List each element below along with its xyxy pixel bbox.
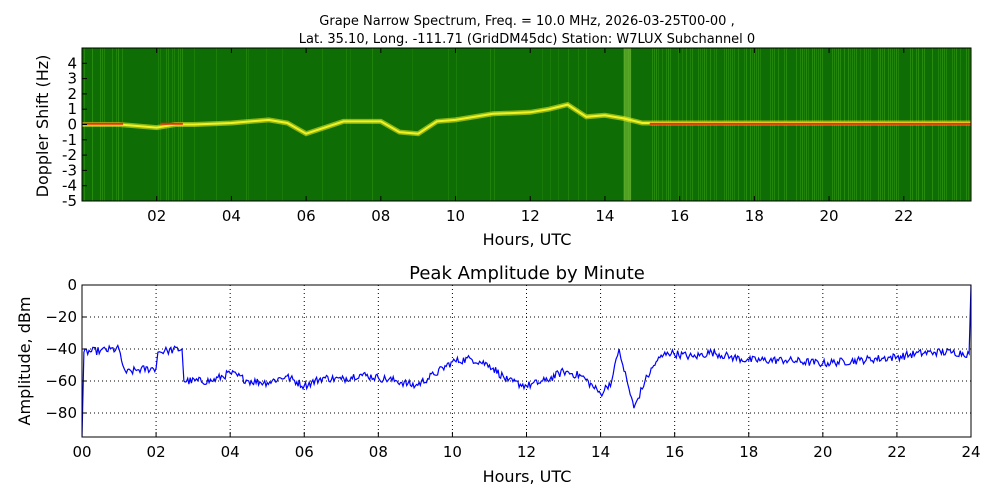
spectrogram-y-tick-label: 2 [67, 85, 77, 103]
spectrogram-noise-stripe [346, 48, 347, 201]
amplitude-x-tick-label: 18 [739, 443, 758, 461]
amplitude-y-tick-label: −40 [45, 340, 77, 358]
amplitude-y-tick-label: −60 [45, 372, 77, 390]
spectrogram-noise-stripe [158, 48, 159, 201]
spectrogram-y-tick-label: 4 [67, 54, 77, 72]
amplitude-panel: Peak Amplitude by Minute 00 02 04 06 08 10 12 1… [15, 263, 981, 486]
spectrogram-noise-band [623, 48, 632, 201]
spectrogram-noise-stripe [490, 48, 491, 201]
spectrogram-x-tick-label: 12 [521, 207, 540, 225]
amplitude-y-tick-label: −20 [45, 308, 77, 326]
figure-title-line1: Grape Narrow Spectrum, Freq. = 10.0 MHz,… [319, 14, 734, 29]
spectrogram-noise-stripe [372, 48, 373, 201]
amplitude-series-layer [82, 285, 971, 437]
spectrogram-noise-stripe [586, 48, 587, 201]
amplitude-y-ticks: 0 −20 −40 −60 −80 [45, 276, 87, 422]
amplitude-x-axis-label: Hours, UTC [483, 467, 572, 486]
spectrogram-y-tick-label: 1 [67, 100, 77, 118]
spectrogram-noise-stripe [550, 48, 551, 201]
amplitude-y-tick-label: −80 [45, 404, 77, 422]
spectrogram-noise-stripe [448, 48, 449, 201]
spectrogram-noise-stripe [350, 48, 351, 201]
spectrogram-noise-stripe [578, 48, 579, 201]
spectrogram-x-tick-label: 14 [595, 207, 614, 225]
spectrogram-y-tick-label: -4 [62, 177, 77, 195]
spectrogram-noise-stripe [558, 48, 559, 201]
spectrogram-noise-stripe [542, 48, 543, 201]
amplitude-x-tick-label: 14 [591, 443, 610, 461]
amplitude-x-tick-label: 00 [72, 443, 91, 461]
amplitude-x-tick-label: 24 [961, 443, 980, 461]
doppler-trace-layer [82, 101, 971, 137]
spectrogram-x-tick-label: 16 [670, 207, 689, 225]
spectrogram-noise-stripe [456, 48, 457, 201]
spectrogram-x-tick-label: 18 [745, 207, 764, 225]
amplitude-x-tick-label: 04 [221, 443, 240, 461]
spectrogram-x-tick-label: 22 [894, 207, 913, 225]
amplitude-x-ticks: 00 02 04 06 08 10 12 14 16 18 20 22 24 [72, 432, 981, 461]
amplitude-x-tick-label: 10 [443, 443, 462, 461]
amplitude-x-tick-label: 08 [369, 443, 388, 461]
spectrogram-y-tick-label: -3 [62, 161, 77, 179]
amplitude-x-tick-label: 12 [517, 443, 536, 461]
spectrogram-y-tick-label: -2 [62, 146, 77, 164]
spectrogram-noise-stripe [248, 48, 249, 201]
spectrogram-noise-stripe [266, 48, 267, 201]
amplitude-chart-title: Peak Amplitude by Minute [409, 263, 645, 284]
spectrogram-y-tick-label: 0 [67, 116, 77, 134]
spectrogram-x-tick-label: 06 [297, 207, 316, 225]
figure-title-line2: Lat. 35.10, Long. -111.71 (GridDM45dc) S… [299, 32, 755, 47]
spectrogram-noise-stripe [246, 48, 247, 201]
spectrogram-x-tick-label: 20 [820, 207, 839, 225]
spectrogram-y-tick-label: -5 [62, 192, 77, 210]
amplitude-x-tick-label: 02 [147, 443, 166, 461]
spectrogram-noise-stripe [494, 48, 495, 201]
amplitude-x-tick-label: 06 [295, 443, 314, 461]
spectrogram-noise-stripe [322, 48, 323, 201]
spectrogram-x-tick-label: 08 [371, 207, 390, 225]
spectrogram-x-tick-label: 10 [446, 207, 465, 225]
amplitude-x-tick-label: 22 [887, 443, 906, 461]
amplitude-x-tick-label: 16 [665, 443, 684, 461]
spectrogram-y-tick-label: -1 [62, 131, 77, 149]
spectrogram-x-tick-label: 04 [222, 207, 241, 225]
amplitude-x-tick-label: 20 [813, 443, 832, 461]
spectrogram-noise-stripe [568, 48, 569, 201]
spectrogram-x-axis-label: Hours, UTC [483, 230, 572, 249]
amplitude-grid [81, 284, 972, 437]
amplitude-y-tick-label: 0 [67, 276, 77, 294]
spectrogram-noise-stripe [412, 48, 413, 201]
spectrogram-x-tick-label: 02 [147, 207, 166, 225]
spectrogram-y-axis-label: Doppler Shift (Hz) [33, 55, 52, 198]
spectrogram-y-tick-label: 3 [67, 70, 77, 88]
amplitude-y-axis-label: Amplitude, dBm [15, 297, 34, 426]
spectrogram-x-ticks: 02 04 06 08 10 12 14 16 18 20 22 [147, 48, 913, 225]
amplitude-series-line [82, 285, 971, 437]
